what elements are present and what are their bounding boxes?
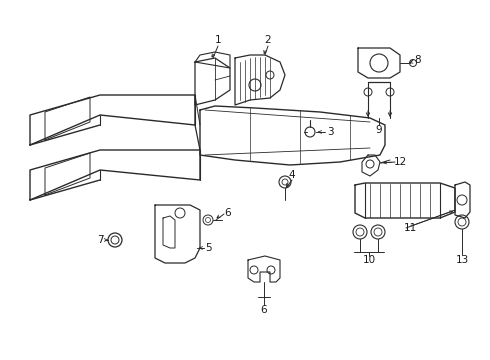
Text: 10: 10: [363, 255, 375, 265]
Text: 13: 13: [455, 255, 468, 265]
Text: 6: 6: [225, 208, 231, 218]
Text: 4: 4: [289, 170, 295, 180]
Text: 5: 5: [205, 243, 211, 253]
Text: 2: 2: [265, 35, 271, 45]
Text: 11: 11: [403, 223, 416, 233]
Text: 6: 6: [261, 305, 268, 315]
Text: 12: 12: [393, 157, 407, 167]
Text: 7: 7: [97, 235, 103, 245]
Text: 8: 8: [415, 55, 421, 65]
Text: 3: 3: [327, 127, 333, 137]
Text: 1: 1: [215, 35, 221, 45]
Text: 9: 9: [376, 125, 382, 135]
